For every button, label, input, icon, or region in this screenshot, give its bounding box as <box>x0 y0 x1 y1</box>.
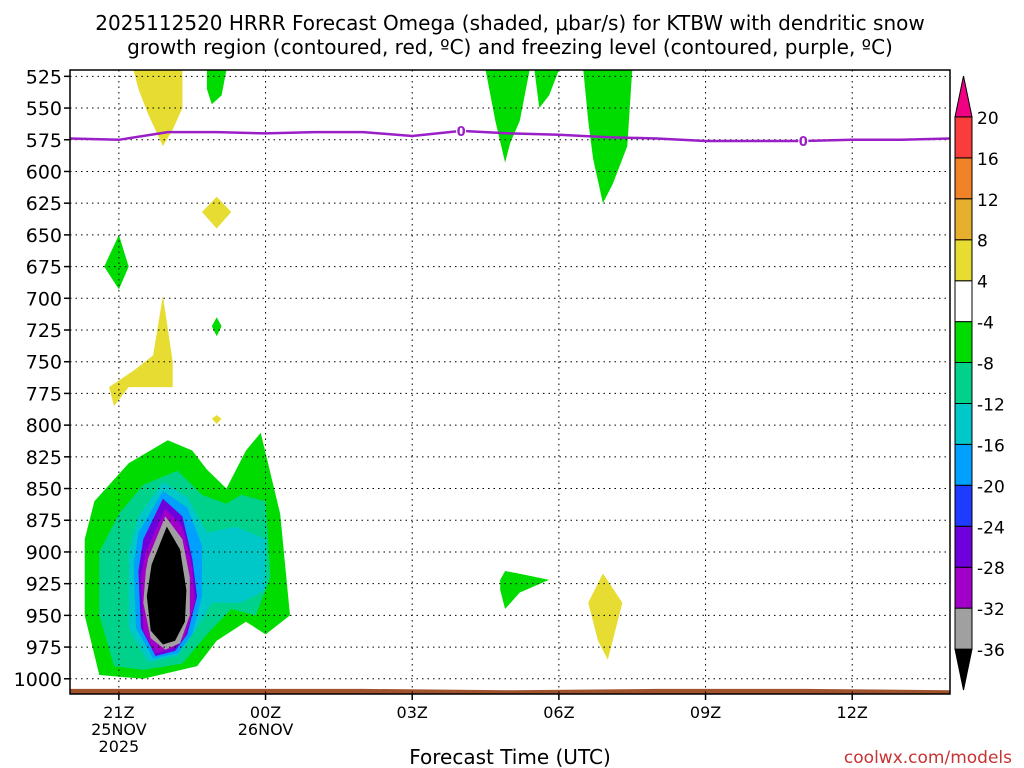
x-tick-label: 03Z <box>397 703 428 722</box>
y-tick-label: 825 <box>26 447 62 469</box>
y-tick-label: 950 <box>26 605 62 627</box>
y-tick-label: 900 <box>26 542 62 564</box>
ground-surface <box>70 688 950 694</box>
omega-region <box>211 317 222 337</box>
colorbar-segment <box>954 403 973 445</box>
ground-fill <box>70 688 950 694</box>
y-axis: 525 550 575 600 625 650 675 700 725 750 775 800 825 8… <box>14 66 70 691</box>
freezing-label-bg <box>456 123 467 138</box>
colorbar-tick-label: -24 <box>977 518 1005 538</box>
x-tick-label: 26NOV <box>238 720 294 739</box>
colorbar-tick-label: -4 <box>977 314 994 334</box>
colorbar-segment <box>954 116 973 159</box>
omega-region <box>146 526 187 645</box>
colorbar-segment <box>954 157 973 200</box>
colorbar-tick-label: 16 <box>977 150 999 170</box>
colorbar-tick-label: 20 <box>977 109 999 129</box>
colorbar-tick-label: -36 <box>977 641 1005 661</box>
chart-title-line1: 2025112520 HRRR Forecast Omega (shaded, … <box>95 11 924 35</box>
y-tick-label: 775 <box>26 383 62 405</box>
x-tick-label: 21Z <box>103 703 134 722</box>
y-tick-label: 600 <box>26 161 62 183</box>
credit-text: coolwx.com/models <box>844 748 1012 768</box>
omega-region <box>534 70 559 108</box>
x-tick-label: 00Z <box>250 703 281 722</box>
chart-title-line2: growth region (contoured, red, ºC) and f… <box>127 35 893 59</box>
y-tick-label: 625 <box>26 193 62 215</box>
y-tick-label: 550 <box>26 98 62 120</box>
colorbar: -36 -32 -28 -24 -20 -16 -12 -8 -4 4 8 12 16 20 <box>954 75 1005 691</box>
freezing-label-bg <box>798 134 809 149</box>
colorbar-segment <box>954 239 973 282</box>
colorbar-tick-label: 8 <box>977 232 988 252</box>
y-tick-label: 750 <box>26 352 62 374</box>
colorbar-segment <box>954 75 973 118</box>
x-tick-label: 06Z <box>543 703 574 722</box>
omega-region <box>104 234 129 290</box>
freezing-level-label: 0 <box>457 125 466 140</box>
colorbar-tick-label: -28 <box>977 559 1005 579</box>
colorbar-tick-label: -20 <box>977 477 1005 497</box>
y-tick-label: 800 <box>26 415 62 437</box>
colorbar-segment <box>954 566 973 609</box>
colorbar-segment <box>954 321 973 363</box>
y-tick-label: 725 <box>26 320 62 342</box>
freezing-level-contour: 00 <box>69 123 951 150</box>
plot-frame <box>69 69 951 695</box>
x-tick-label: 12Z <box>837 703 868 722</box>
omega-region <box>109 295 173 407</box>
y-tick-label: 850 <box>26 479 62 501</box>
x-axis-label: Forecast Time (UTC) <box>409 745 611 768</box>
y-tick-label: 975 <box>26 637 62 659</box>
colorbar-segment <box>954 525 973 568</box>
colorbar-tick-label: 12 <box>977 191 999 211</box>
omega-region <box>485 70 530 163</box>
colorbar-segment <box>954 198 973 241</box>
colorbar-tick-label: -12 <box>977 395 1005 415</box>
y-tick-label: 700 <box>26 288 62 310</box>
x-tick-label: 2025 <box>99 737 140 756</box>
x-tick-label: 09Z <box>690 703 721 722</box>
x-tick-label: 25NOV <box>91 720 147 739</box>
colorbar-tick-label: -32 <box>977 600 1005 620</box>
omega-region <box>211 415 222 424</box>
freezing-level-label: 0 <box>799 135 808 150</box>
omega-region <box>202 196 232 229</box>
omega-region <box>588 573 623 660</box>
colorbar-segment <box>954 443 973 486</box>
y-tick-label: 875 <box>26 510 62 532</box>
omega-region <box>500 571 550 609</box>
colorbar-tick-label: 4 <box>977 273 988 293</box>
omega-region <box>206 70 227 105</box>
colorbar-tick-label: -8 <box>977 355 994 375</box>
y-tick-label: 525 <box>26 66 62 88</box>
colorbar-segment <box>954 607 973 650</box>
colorbar-segment <box>954 280 973 323</box>
plot-grid <box>70 70 950 694</box>
colorbar-tick-label: -16 <box>977 436 1005 456</box>
colorbar-segment <box>954 362 973 404</box>
y-tick-label: 650 <box>26 225 62 247</box>
y-tick-label: 675 <box>26 257 62 279</box>
y-tick-label: 925 <box>26 574 62 596</box>
y-tick-label: 1000 <box>14 669 62 691</box>
y-tick-label: 575 <box>26 130 62 152</box>
colorbar-segment <box>954 484 973 527</box>
